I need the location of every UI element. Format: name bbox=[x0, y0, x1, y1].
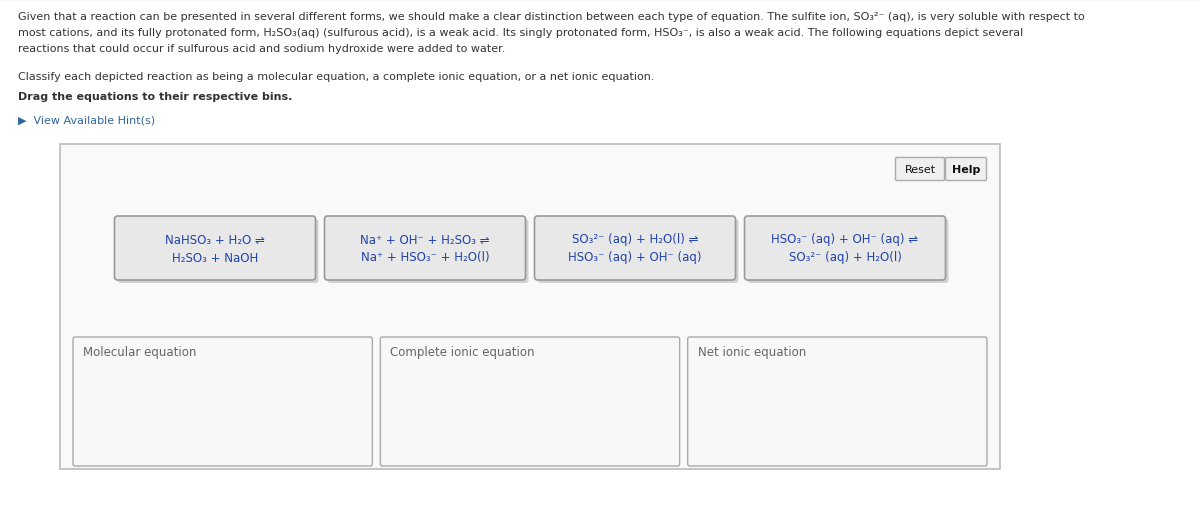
FancyBboxPatch shape bbox=[534, 217, 736, 280]
FancyBboxPatch shape bbox=[744, 217, 946, 280]
Text: Molecular equation: Molecular equation bbox=[83, 345, 197, 358]
Bar bbox=[60, 145, 1000, 469]
Text: most cations, and its fully protonated form, H₂SO₃(aq) (sulfurous acid), is a we: most cations, and its fully protonated f… bbox=[18, 28, 1024, 38]
FancyBboxPatch shape bbox=[538, 220, 738, 283]
Text: HSO₃⁻ (aq) + OH⁻ (aq) ⇌: HSO₃⁻ (aq) + OH⁻ (aq) ⇌ bbox=[772, 233, 918, 246]
Text: H₂SO₃ + NaOH: H₂SO₃ + NaOH bbox=[172, 251, 258, 264]
Text: Classify each depicted reaction as being a molecular equation, a complete ionic : Classify each depicted reaction as being… bbox=[18, 72, 654, 82]
Text: HSO₃⁻ (aq) + OH⁻ (aq): HSO₃⁻ (aq) + OH⁻ (aq) bbox=[569, 251, 702, 264]
FancyBboxPatch shape bbox=[895, 158, 944, 181]
Text: NaHSO₃ + H₂O ⇌: NaHSO₃ + H₂O ⇌ bbox=[166, 233, 265, 246]
Text: SO₃²⁻ (aq) + H₂O(l): SO₃²⁻ (aq) + H₂O(l) bbox=[788, 251, 901, 264]
Text: Net ionic equation: Net ionic equation bbox=[697, 345, 806, 358]
Text: Reset: Reset bbox=[905, 165, 936, 175]
Text: reactions that could occur if sulfurous acid and sodium hydroxide were added to : reactions that could occur if sulfurous … bbox=[18, 44, 505, 54]
FancyBboxPatch shape bbox=[73, 337, 372, 466]
FancyBboxPatch shape bbox=[946, 158, 986, 181]
FancyBboxPatch shape bbox=[114, 217, 316, 280]
FancyBboxPatch shape bbox=[748, 220, 948, 283]
FancyBboxPatch shape bbox=[328, 220, 528, 283]
Text: Drag the equations to their respective bins.: Drag the equations to their respective b… bbox=[18, 92, 293, 102]
Text: Na⁺ + HSO₃⁻ + H₂O(l): Na⁺ + HSO₃⁻ + H₂O(l) bbox=[361, 251, 490, 264]
Text: Complete ionic equation: Complete ionic equation bbox=[390, 345, 535, 358]
FancyBboxPatch shape bbox=[688, 337, 986, 466]
Text: Given that a reaction can be presented in several different forms, we should mak: Given that a reaction can be presented i… bbox=[18, 12, 1085, 22]
Text: ▶  View Available Hint(s): ▶ View Available Hint(s) bbox=[18, 115, 155, 125]
Text: Help: Help bbox=[952, 165, 980, 175]
Text: SO₃²⁻ (aq) + H₂O(l) ⇌: SO₃²⁻ (aq) + H₂O(l) ⇌ bbox=[571, 233, 698, 246]
FancyBboxPatch shape bbox=[118, 220, 318, 283]
FancyBboxPatch shape bbox=[380, 337, 679, 466]
FancyBboxPatch shape bbox=[324, 217, 526, 280]
Text: Na⁺ + OH⁻ + H₂SO₃ ⇌: Na⁺ + OH⁻ + H₂SO₃ ⇌ bbox=[360, 233, 490, 246]
